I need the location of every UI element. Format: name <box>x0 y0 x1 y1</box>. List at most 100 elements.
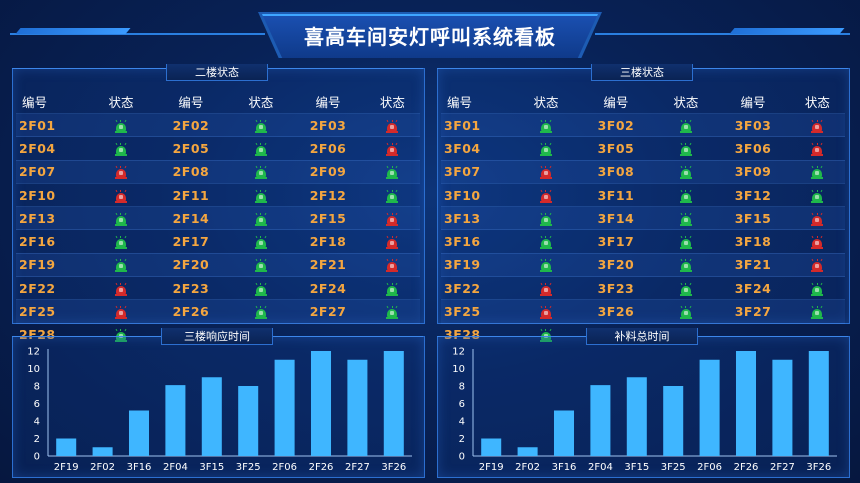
station-status <box>90 229 152 254</box>
page-title: 喜高车间安灯呼叫系统看板 <box>304 24 556 49</box>
x-tick-label: 2F27 <box>345 462 370 473</box>
x-tick-label: 2F19 <box>54 462 79 473</box>
header: 喜高车间安灯呼叫系统看板 <box>0 0 860 62</box>
station-code: 2F11 <box>151 182 231 207</box>
alarm-lamp-green-icon <box>254 259 267 273</box>
station-status <box>789 136 845 161</box>
alarm-lamp-green-icon <box>386 166 399 180</box>
y-tick-label: 0 <box>459 452 465 463</box>
station-status <box>515 182 577 207</box>
station-status <box>230 112 292 137</box>
alarm-lamp-green-icon <box>114 259 127 273</box>
table-row: 2F19 2F20 2F21 <box>16 252 420 277</box>
station-code: 3F19 <box>441 252 516 277</box>
station-code: 2F22 <box>16 276 91 300</box>
alarm-lamp-green-icon <box>254 142 267 156</box>
alarm-lamp-green-icon <box>114 236 127 250</box>
alarm-lamp-green-icon <box>386 189 399 203</box>
x-tick-label: 2F02 <box>515 462 540 473</box>
table-row: 3F07 3F08 3F09 <box>441 159 845 184</box>
station-code: 2F02 <box>151 112 231 137</box>
alarm-lamp-green-icon <box>254 119 267 133</box>
station-status <box>364 136 420 161</box>
alarm-lamp-green-icon <box>679 166 692 180</box>
alarm-lamp-red-icon <box>114 189 127 203</box>
station-code: 3F01 <box>441 112 516 137</box>
station-code: 3F08 <box>576 159 656 184</box>
station-status <box>364 112 420 137</box>
station-status <box>515 299 577 324</box>
station-code: 3F14 <box>576 206 656 230</box>
station-code: 3F18 <box>716 229 790 254</box>
column-header-status: 状态 <box>379 94 405 110</box>
y-tick-label: 4 <box>459 417 465 428</box>
station-status <box>789 322 845 346</box>
alarm-lamp-red-icon <box>386 259 399 273</box>
station-status <box>364 322 420 346</box>
alarm-lamp-green-icon <box>114 212 127 226</box>
station-status <box>515 229 577 254</box>
alarm-lamp-green-icon <box>539 119 552 133</box>
column-header-code: 编号 <box>603 94 629 110</box>
station-status <box>90 112 152 137</box>
column-header-status: 状态 <box>673 94 699 110</box>
station-status <box>515 136 577 161</box>
alarm-lamp-green-icon <box>811 189 824 203</box>
y-tick-label: 6 <box>34 399 40 410</box>
station-code: 3F15 <box>716 206 790 230</box>
station-status <box>655 252 717 277</box>
table-header-row: 编号 状态 编号 状态 编号 状态 <box>16 89 420 114</box>
station-code: 3F06 <box>716 136 790 161</box>
x-tick-label: 2F04 <box>163 462 188 473</box>
alarm-lamp-red-icon <box>539 305 552 320</box>
x-tick-label: 2F26 <box>734 462 759 473</box>
station-code <box>291 322 365 346</box>
table-row: 2F13 2F14 2F15 <box>16 206 420 230</box>
station-code: 3F04 <box>441 136 516 161</box>
station-code: 3F09 <box>716 159 790 184</box>
column-header-code: 编号 <box>178 94 204 110</box>
station-status <box>515 206 577 230</box>
station-code: 2F08 <box>151 159 231 184</box>
station-status <box>789 206 845 230</box>
alarm-lamp-red-icon <box>386 236 399 250</box>
title-plate <box>262 14 598 58</box>
x-tick-label: 2F02 <box>90 462 115 473</box>
station-status <box>90 276 152 300</box>
x-tick-label: 2F26 <box>309 462 334 473</box>
station-status <box>364 299 420 324</box>
station-code: 3F13 <box>441 206 516 230</box>
alarm-lamp-green-icon <box>679 282 692 296</box>
alarm-lamp-green-icon <box>811 305 824 320</box>
y-tick-label: 8 <box>459 382 465 393</box>
bar-2F26 <box>735 351 757 456</box>
station-code: 2F28 <box>16 322 91 346</box>
column-header-status: 状态 <box>533 94 559 110</box>
station-status <box>515 252 577 277</box>
alarm-lamp-red-icon <box>114 166 127 180</box>
station-code: 2F12 <box>291 182 365 207</box>
station-code: 2F01 <box>16 112 91 137</box>
alarm-lamp-red-icon <box>539 282 552 296</box>
station-status <box>364 276 420 300</box>
station-status <box>789 182 845 207</box>
material-time-chart: 0 2 4 6 8 10 12 2F19 2F02 3F16 2F04 3F15 3F25 2F06 2F2… <box>452 347 837 473</box>
station-status <box>90 206 152 230</box>
station-status <box>655 112 717 137</box>
alarm-lamp-red-icon <box>539 189 552 203</box>
alarm-lamp-green-icon <box>811 166 824 180</box>
bar-2F27 <box>772 359 793 456</box>
station-code: 2F17 <box>151 229 231 254</box>
station-code: 3F03 <box>716 112 790 137</box>
station-code: 3F22 <box>441 276 516 300</box>
station-status <box>90 299 152 324</box>
station-code: 2F13 <box>16 206 91 230</box>
alarm-lamp-green-icon <box>679 305 692 320</box>
station-status <box>230 206 292 230</box>
y-tick-label: 12 <box>452 347 465 358</box>
station-code: 3F23 <box>576 276 656 300</box>
bar-2F19 <box>56 438 77 456</box>
station-status <box>655 229 717 254</box>
table-row: 3F01 3F02 3F03 <box>441 112 845 137</box>
table-row: 2F22 2F23 2F24 <box>16 276 420 300</box>
